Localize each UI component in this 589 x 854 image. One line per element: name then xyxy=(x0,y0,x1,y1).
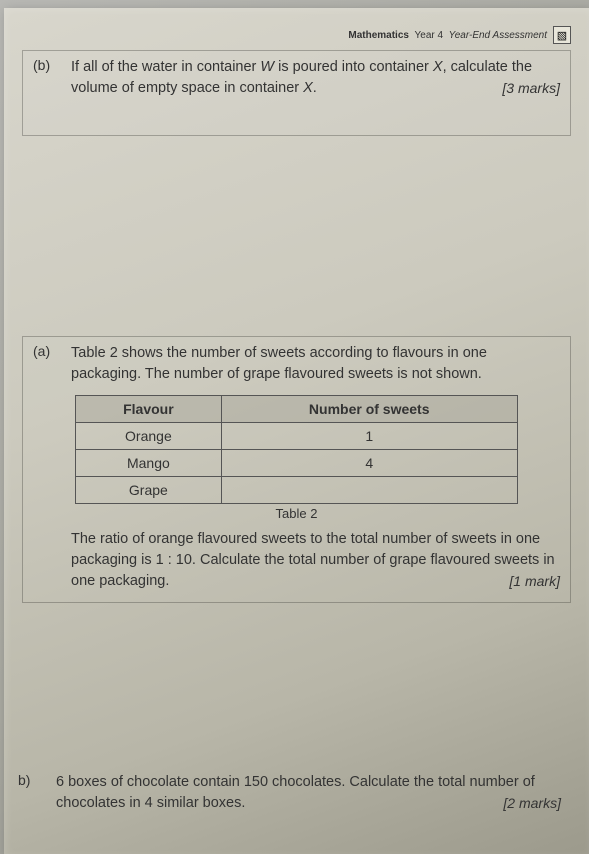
cell-flavour: Mango xyxy=(76,450,221,477)
header-logo-icon: ▧ xyxy=(553,26,571,44)
question-part: (b) If all of the water in container W i… xyxy=(33,57,560,99)
table-row: Mango 4 xyxy=(76,450,518,477)
q2-marks: [1 mark] xyxy=(509,571,560,591)
logo-glyph: ▧ xyxy=(557,29,567,42)
page-header: Mathematics Year 4 Year-End Assessment ▧ xyxy=(22,26,571,44)
q1-text-pre: If all of the water in container xyxy=(71,59,260,75)
exam-page: Mathematics Year 4 Year-End Assessment ▧… xyxy=(4,8,589,854)
question-label: b) xyxy=(18,772,42,788)
q1-text-mid: is poured into container xyxy=(274,59,433,75)
q2-intro-l2: The number of grape flavoured sweets is … xyxy=(145,366,482,382)
question-part: (a) Table 2 shows the number of sweets a… xyxy=(33,343,560,385)
table-row: Orange 1 xyxy=(76,423,518,450)
cell-flavour: Grape xyxy=(76,477,221,504)
q1-marks: [3 marks] xyxy=(502,78,560,98)
q1-var3: X xyxy=(303,80,313,96)
question-b-chocolates: b) 6 boxes of chocolate contain 150 choc… xyxy=(8,772,571,814)
question-b-water: (b) If all of the water in container W i… xyxy=(22,50,571,136)
q3-marks: [2 marks] xyxy=(503,793,561,813)
header-subject: Mathematics xyxy=(348,30,409,41)
cell-count xyxy=(221,477,517,504)
table-header-row: Flavour Number of sweets xyxy=(76,396,518,423)
question-label-spacer xyxy=(33,529,57,592)
q2-body: The ratio of orange flavoured sweets to … xyxy=(71,531,555,589)
sweets-table: Flavour Number of sweets Orange 1 Mango … xyxy=(75,395,518,504)
header-text: Mathematics Year 4 Year-End Assessment xyxy=(348,30,547,41)
header-year: Year 4 xyxy=(415,30,444,41)
q1-var2: X xyxy=(433,59,443,75)
question-label: (b) xyxy=(33,57,57,99)
question-part: The ratio of orange flavoured sweets to … xyxy=(33,529,560,592)
table-caption: Table 2 xyxy=(33,506,560,521)
question-body: The ratio of orange flavoured sweets to … xyxy=(71,529,560,592)
header-assessment: Year-End Assessment xyxy=(449,30,547,41)
question-a-sweets-wrap: (a) Table 2 shows the number of sweets a… xyxy=(22,336,571,603)
question-label: (a) xyxy=(33,343,57,385)
q1-text-end: . xyxy=(313,80,317,96)
cell-count: 4 xyxy=(221,450,517,477)
col-count: Number of sweets xyxy=(221,396,517,423)
question-body: 6 boxes of chocolate contain 150 chocola… xyxy=(56,772,561,814)
question-body: If all of the water in container W is po… xyxy=(71,57,560,99)
question-part: b) 6 boxes of chocolate contain 150 choc… xyxy=(18,772,561,814)
question-a-sweets: (a) Table 2 shows the number of sweets a… xyxy=(22,336,571,603)
cell-flavour: Orange xyxy=(76,423,221,450)
cell-count: 1 xyxy=(221,423,517,450)
question-body: Table 2 shows the number of sweets accor… xyxy=(71,343,560,385)
q3-body: 6 boxes of chocolate contain 150 chocola… xyxy=(56,774,535,811)
table-row: Grape xyxy=(76,477,518,504)
q1-var1: W xyxy=(260,59,274,75)
col-flavour: Flavour xyxy=(76,396,221,423)
